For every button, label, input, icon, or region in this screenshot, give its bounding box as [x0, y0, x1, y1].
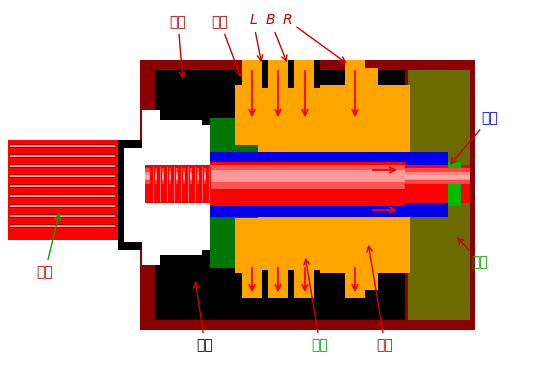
Bar [408, 70, 470, 320]
Bar [8, 140, 118, 240]
Bar [10, 214, 115, 218]
Bar [268, 270, 288, 298]
Bar [10, 145, 115, 146]
Bar [10, 175, 115, 177]
Bar [10, 144, 115, 148]
Bar [10, 195, 115, 197]
Bar [150, 167, 155, 201]
Text: 短轴: 短轴 [451, 111, 498, 164]
Bar [145, 175, 470, 179]
Bar [10, 184, 115, 188]
Bar [258, 140, 410, 170]
Bar [268, 60, 288, 88]
Bar [10, 225, 115, 227]
Bar [10, 196, 115, 197]
Bar [235, 85, 410, 145]
Bar [10, 185, 115, 187]
Text: 齿轮: 齿轮 [37, 214, 60, 279]
Bar [145, 168, 470, 184]
Bar [294, 270, 314, 298]
Bar [10, 215, 115, 217]
Bar [199, 167, 204, 201]
Text: 阀体: 阀体 [194, 282, 213, 352]
Text: B: B [265, 13, 287, 61]
Bar [210, 165, 405, 189]
Bar [345, 60, 365, 88]
Bar [157, 167, 162, 201]
Bar [242, 270, 262, 298]
Bar [210, 118, 410, 188]
Bar [210, 162, 405, 206]
Bar [145, 172, 470, 180]
Text: R: R [282, 13, 345, 62]
Bar [10, 164, 115, 168]
Bar [155, 250, 405, 320]
Bar [258, 200, 410, 222]
Bar [10, 215, 115, 217]
Bar [192, 167, 197, 201]
Bar [262, 60, 268, 88]
Bar [10, 155, 115, 157]
Bar [10, 204, 115, 208]
Bar [124, 148, 146, 242]
Bar [10, 225, 115, 227]
Bar [10, 194, 115, 198]
Bar [360, 68, 378, 88]
Bar [10, 154, 115, 158]
Text: L: L [249, 13, 263, 61]
Bar [314, 60, 320, 88]
Bar [10, 145, 115, 147]
Bar [10, 155, 115, 156]
Bar [142, 110, 160, 265]
Bar [142, 120, 202, 255]
Bar [171, 167, 176, 201]
Text: 锁销: 锁销 [212, 15, 241, 76]
Bar [10, 206, 115, 207]
Bar [160, 125, 215, 250]
Bar [262, 270, 268, 298]
Bar [210, 192, 448, 217]
Bar [360, 270, 378, 290]
Bar [118, 140, 160, 250]
Bar [10, 205, 115, 207]
Bar [448, 162, 461, 206]
Bar [288, 270, 294, 298]
Bar [164, 167, 169, 201]
Text: 阀芯: 阀芯 [304, 259, 328, 352]
Bar [210, 170, 405, 182]
Bar [155, 140, 215, 250]
Bar [345, 270, 365, 298]
Bar [140, 60, 475, 330]
Bar [314, 270, 320, 298]
Bar [10, 224, 115, 228]
Text: 扭杆: 扭杆 [367, 246, 394, 352]
Bar [206, 167, 211, 201]
Bar [10, 174, 115, 178]
Bar [185, 167, 190, 201]
Bar [210, 198, 410, 268]
Bar [288, 60, 294, 88]
Text: 锁销: 锁销 [458, 238, 488, 269]
Bar [210, 152, 448, 177]
Text: 壳体: 壳体 [170, 15, 186, 78]
Bar [294, 60, 314, 88]
Bar [155, 70, 405, 140]
Bar [145, 165, 470, 203]
Bar [242, 60, 262, 88]
Bar [178, 167, 183, 201]
Bar [235, 218, 410, 273]
Bar [10, 165, 115, 167]
